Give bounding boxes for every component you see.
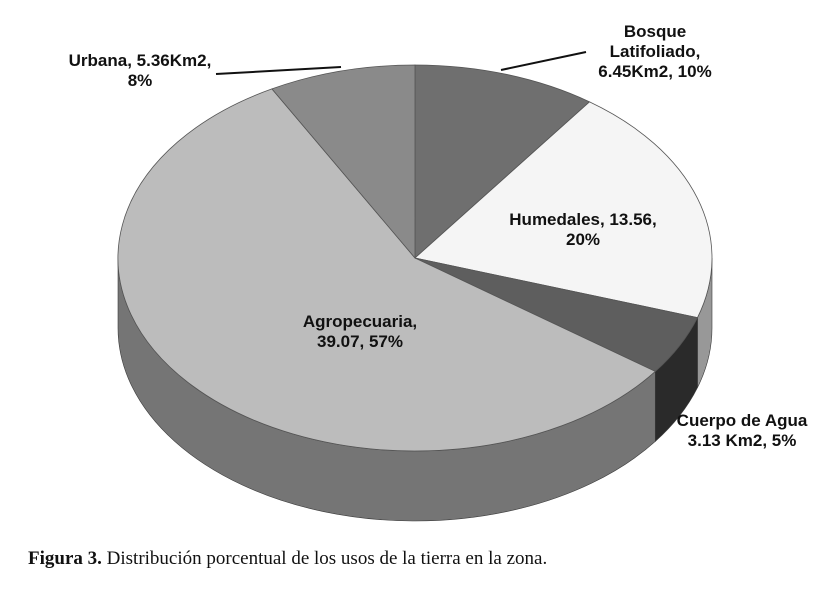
pie-slice-0 bbox=[414, 64, 591, 259]
leader-lines bbox=[215, 51, 587, 75]
slice-label-line: Urbana, 5.36Km2, bbox=[69, 51, 212, 70]
slice-label-0: Bosque Latifoliado, 6.45Km2, 10% bbox=[598, 22, 711, 81]
figure-caption: Figura 3. Distribución porcentual de los… bbox=[28, 548, 547, 570]
pie-slice-4 bbox=[271, 64, 416, 260]
pie-slice-3 bbox=[117, 88, 656, 452]
caption-text: Distribución porcentual de los usos de l… bbox=[101, 548, 548, 569]
slice-label-1: Humedales, 13.56, 20% bbox=[509, 210, 656, 249]
pie-tops bbox=[117, 64, 713, 452]
leader-line-bosque bbox=[500, 51, 587, 71]
slice-label-line: 39.07, 57% bbox=[317, 332, 403, 351]
slice-label-4: Urbana, 5.36Km2, 8% bbox=[69, 51, 212, 90]
slice-label-line: Cuerpo de Agua bbox=[677, 411, 808, 430]
slice-labels: Bosque Latifoliado, 6.45Km2, 10% Humedales,… bbox=[69, 22, 808, 450]
slice-label-line: 6.45Km2, 10% bbox=[598, 62, 711, 81]
slice-label-3: Agropecuaria, 39.07, 57% bbox=[303, 312, 417, 351]
slice-label-line: 3.13 Km2, 5% bbox=[688, 431, 797, 450]
pie-slice-1 bbox=[414, 101, 713, 319]
caption-label: Figura 3. bbox=[28, 548, 102, 569]
slice-label-line: Humedales, 13.56, bbox=[509, 210, 656, 229]
slice-label-line: 8% bbox=[128, 71, 153, 90]
slice-label-line: Bosque bbox=[624, 22, 686, 41]
slice-label-line: Latifoliado, bbox=[610, 42, 701, 61]
leader-line-urbana bbox=[215, 66, 342, 75]
slice-label-line: Agropecuaria, bbox=[303, 312, 417, 331]
slice-label-line: 20% bbox=[566, 230, 600, 249]
pie-chart: Bosque Latifoliado, 6.45Km2, 10% Humedales,… bbox=[69, 22, 808, 522]
slice-label-2: Cuerpo de Agua 3.13 Km2, 5% bbox=[677, 411, 808, 450]
